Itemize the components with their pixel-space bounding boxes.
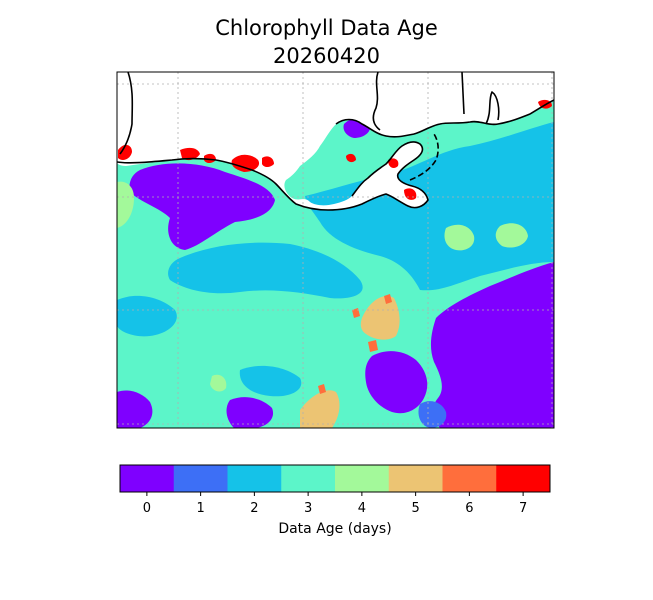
age-7-patch-7 (388, 158, 399, 168)
age-7-patch-6 (346, 153, 356, 163)
colorbar: 0 1 2 3 4 5 6 7 Data Age (days) (119, 464, 551, 537)
age-4-west-strip (117, 181, 134, 228)
colorbar-swatch-5 (388, 465, 443, 492)
age-5-south-patch (300, 390, 340, 428)
age-6-speck-3 (352, 308, 360, 318)
age-7-patch-4 (231, 154, 260, 172)
colorbar-swatch-1 (173, 465, 228, 492)
age-0-southwest-patch (117, 390, 153, 428)
colorbar-label: Data Age (days) (278, 521, 391, 537)
colorbar-tick-label-7: 7 (519, 501, 527, 516)
colorbar-tick-label-1: 1 (196, 501, 204, 516)
colorbar-swatch-7 (496, 465, 551, 492)
coastline (117, 72, 554, 211)
water-age-5-regions (300, 296, 400, 428)
age-7-patch-3 (204, 153, 216, 163)
colorbar-swatch-2 (227, 465, 282, 492)
age-6-speck-1 (368, 340, 378, 352)
colorbar-swatch-4 (335, 465, 390, 492)
colorbar-swatch-0 (120, 465, 175, 492)
age-4-east-patch (444, 224, 475, 251)
age-7-patch-5 (262, 156, 274, 167)
age-6-speck-4 (318, 384, 326, 394)
age-0-east-region (430, 262, 554, 428)
age-6-speck-2 (384, 294, 392, 304)
age-0-northwest-patch (129, 163, 275, 250)
colorbar-tick-label-0: 0 (143, 501, 151, 516)
map-frame (116, 71, 555, 429)
water-age-7-patches (118, 99, 552, 200)
age-4-south-patch (210, 374, 227, 392)
colorbar-swatch-6 (442, 465, 497, 492)
colorbar-tick-label-5: 5 (411, 501, 419, 516)
colorbar-swatch-3 (281, 465, 336, 492)
age-2-nearshore-band (305, 122, 554, 291)
age-0-south-patch (365, 351, 428, 414)
age-4-east-patch-2 (495, 223, 528, 248)
colorbar-tick-label-2: 2 (250, 501, 258, 516)
colorbar-frame (119, 464, 551, 493)
age-7-patch-1 (118, 144, 132, 160)
gridlines (117, 72, 554, 428)
map-area (117, 72, 554, 428)
age-0-central-strip (226, 397, 274, 428)
colorbar-tick-label-3: 3 (304, 501, 312, 516)
colorbar-tick-label-4: 4 (358, 501, 366, 516)
water-age-2-regions (117, 122, 554, 397)
water-age-4-regions (117, 181, 528, 392)
age-1-patch (418, 401, 447, 428)
age-7-patch-2 (180, 147, 200, 161)
age-2-south-patch (239, 365, 302, 397)
map-title: Chlorophyll Data Age (215, 16, 438, 40)
colorbar-tick-label-6: 6 (465, 501, 473, 516)
age-5-central-patch (360, 296, 400, 340)
age-2-central-band (168, 242, 363, 299)
land-mass (117, 72, 554, 210)
water-age-6-specks (318, 294, 392, 394)
map-date: 20260420 (273, 44, 380, 68)
water-age-0-regions (117, 118, 554, 428)
age-2-west-patch (117, 295, 177, 337)
